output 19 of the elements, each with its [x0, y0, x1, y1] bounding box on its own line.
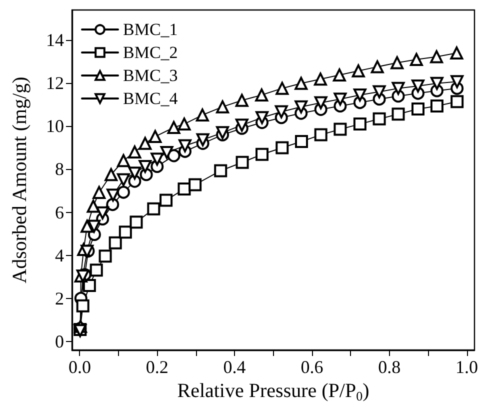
- y-tick-label: 2: [55, 288, 64, 308]
- legend-label: BMC_4: [123, 89, 178, 108]
- y-tick-label: 10: [46, 116, 64, 136]
- legend-label: BMC_3: [123, 66, 178, 85]
- y-axis-title: Adsorbed Amount (mg/g): [9, 76, 31, 284]
- y-tick-label: 0: [55, 331, 64, 352]
- legend-label: BMC_2: [123, 43, 178, 62]
- y-tick-label: 8: [55, 159, 64, 180]
- x-tick-label: 0.4: [223, 357, 246, 377]
- x-tick-label: 0.6: [300, 357, 324, 377]
- y-tick-label: 6: [55, 202, 64, 222]
- y-tick-label: 12: [46, 73, 64, 94]
- x-tick-label: 1.0: [456, 357, 478, 377]
- y-tick-label: 4: [55, 245, 64, 266]
- x-tick-label: 0.0: [68, 357, 91, 377]
- x-tick-label: 0.2: [146, 357, 168, 377]
- x-tick-label: 0.8: [378, 357, 401, 377]
- legend-label: BMC_1: [123, 20, 178, 39]
- y-tick-label: 14: [46, 30, 64, 50]
